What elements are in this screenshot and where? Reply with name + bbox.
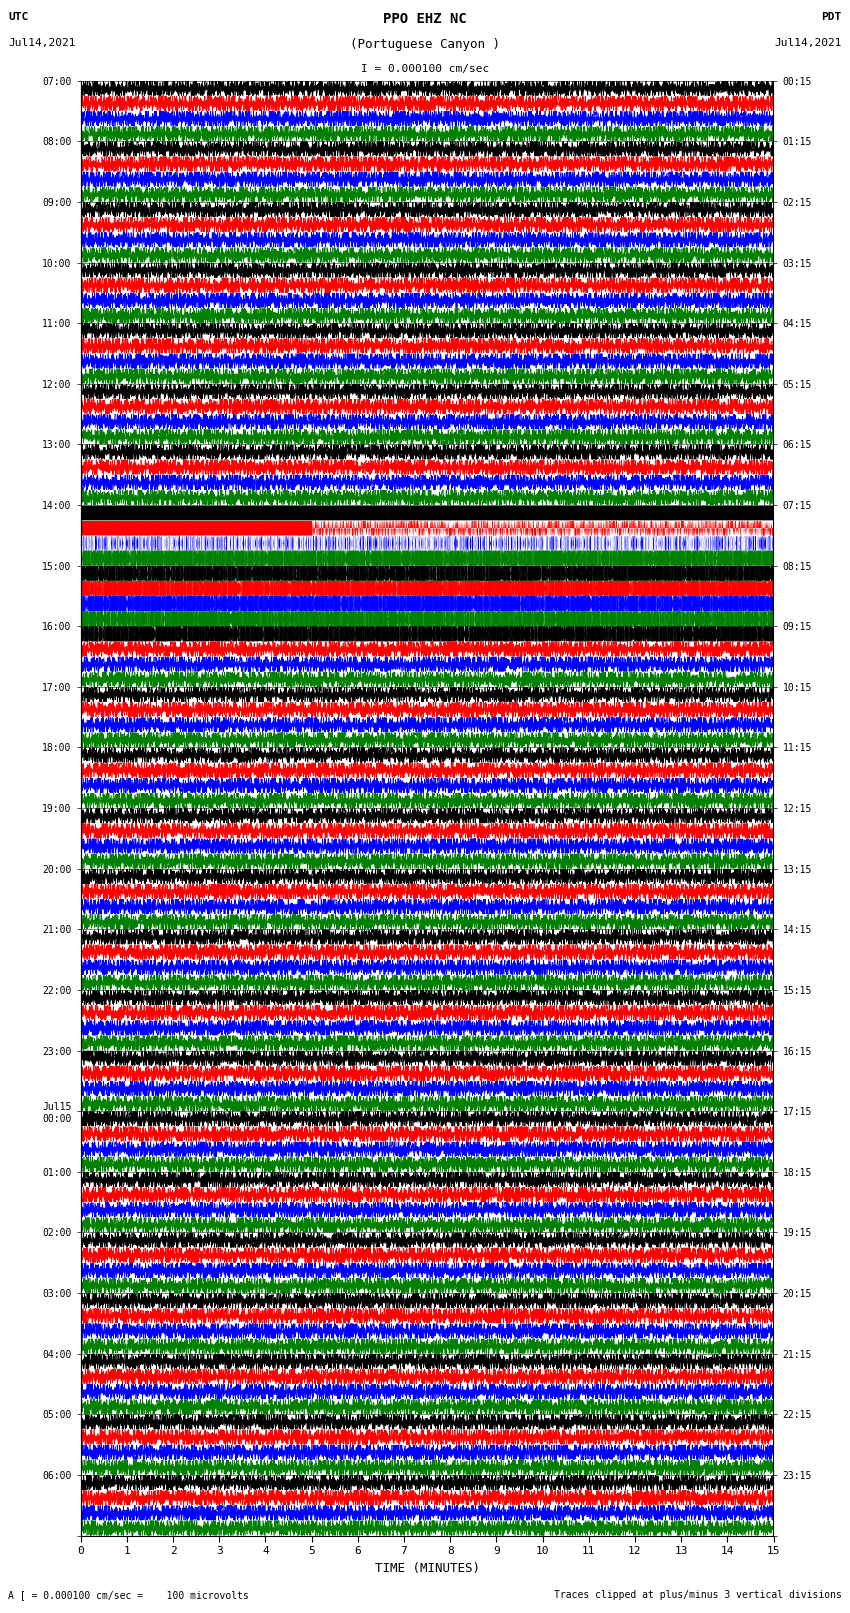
- Text: PPO EHZ NC: PPO EHZ NC: [383, 11, 467, 26]
- Text: UTC: UTC: [8, 11, 29, 23]
- Text: Jul14,2021: Jul14,2021: [8, 37, 76, 48]
- Text: PDT: PDT: [821, 11, 842, 23]
- Text: (Portuguese Canyon ): (Portuguese Canyon ): [350, 37, 500, 52]
- Text: A [ = 0.000100 cm/sec =    100 microvolts: A [ = 0.000100 cm/sec = 100 microvolts: [8, 1590, 249, 1600]
- Text: I = 0.000100 cm/sec: I = 0.000100 cm/sec: [361, 65, 489, 74]
- Text: Jul14,2021: Jul14,2021: [774, 37, 842, 48]
- Text: Traces clipped at plus/minus 3 vertical divisions: Traces clipped at plus/minus 3 vertical …: [553, 1590, 842, 1600]
- X-axis label: TIME (MINUTES): TIME (MINUTES): [375, 1561, 479, 1574]
